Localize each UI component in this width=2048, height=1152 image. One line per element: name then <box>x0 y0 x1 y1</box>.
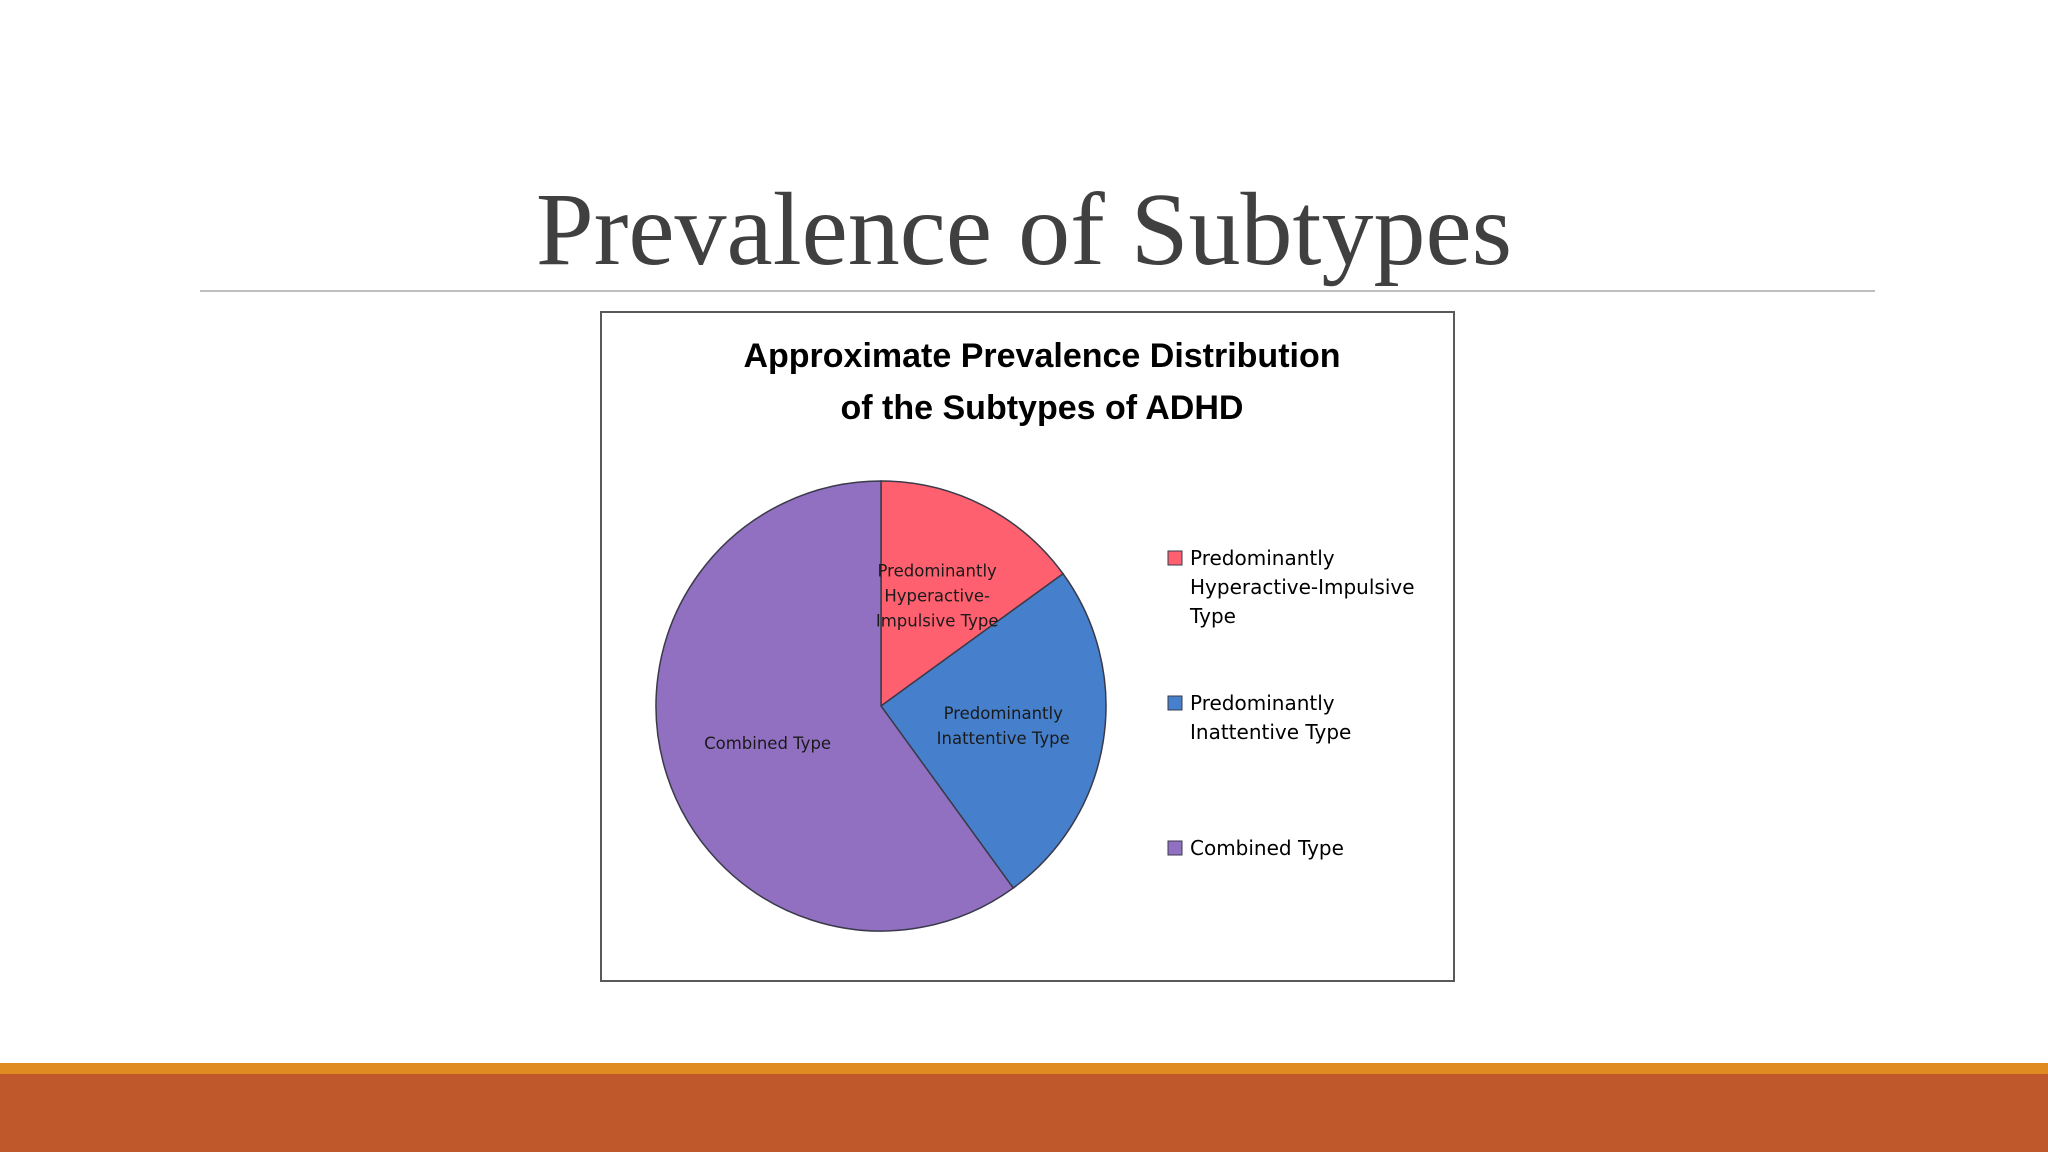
pie-slice-label-line: Predominantly <box>944 704 1064 723</box>
pie-slice-label-line: Predominantly <box>878 562 998 581</box>
legend-entry-1: Predominantly Hyperactive-Impulsive Type <box>1189 546 1415 628</box>
pie-slice-label-1: Predominantly Hyperactive- Impulsive Type <box>876 562 999 631</box>
pie-slice-label-2: Predominantly Inattentive Type <box>937 704 1070 748</box>
pie-chart: Approximate Prevalence Distribution of t… <box>655 337 1415 932</box>
legend-entry-line: Type <box>1189 604 1236 628</box>
legend-entry-line: Predominantly <box>1190 546 1335 570</box>
slide-title: Prevalence of Subtypes <box>535 172 1513 287</box>
legend-entry-line: Combined Type <box>1190 836 1344 860</box>
footer-accent-bar <box>0 1063 2048 1074</box>
pie-slice-1 <box>880 480 1065 708</box>
legend-entry-line: Inattentive Type <box>1190 720 1351 744</box>
pie-slice-label-line: Combined Type <box>704 734 831 753</box>
chart-title-line-2: of the Subtypes of ADHD <box>841 389 1244 427</box>
title-divider <box>200 290 1875 292</box>
pie-slice-label-line: Hyperactive- <box>884 587 990 606</box>
chart-title-line-1: Approximate Prevalence Distribution <box>743 337 1340 375</box>
footer-bar <box>0 1074 2048 1152</box>
chart-legend: Predominantly Hyperactive-Impulsive TypePr… <box>1167 546 1415 860</box>
legend-entry-3: Combined Type <box>1190 836 1344 860</box>
pie-slice-3 <box>655 480 1015 932</box>
pie-slices <box>655 480 1107 932</box>
pie-slice-label-line: Inattentive Type <box>937 729 1070 748</box>
legend-swatch-1 <box>1167 550 1183 566</box>
pie-slice-label-line: Impulsive Type <box>876 612 999 631</box>
legend-swatch-3 <box>1167 840 1183 856</box>
pie-slice-label-3: Combined Type <box>704 734 831 753</box>
legend-swatch-2 <box>1167 695 1183 711</box>
chart-frame: Approximate Prevalence Distribution of t… <box>600 311 1455 982</box>
legend-entry-line: Predominantly <box>1190 691 1335 715</box>
legend-entry-line: Hyperactive-Impulsive <box>1190 575 1415 599</box>
pie-slice-labels: Predominantly Hyperactive-Impulsive TypeP… <box>704 562 1070 753</box>
pie-slice-2 <box>879 572 1107 890</box>
legend-entry-2: Predominantly Inattentive Type <box>1190 691 1351 744</box>
